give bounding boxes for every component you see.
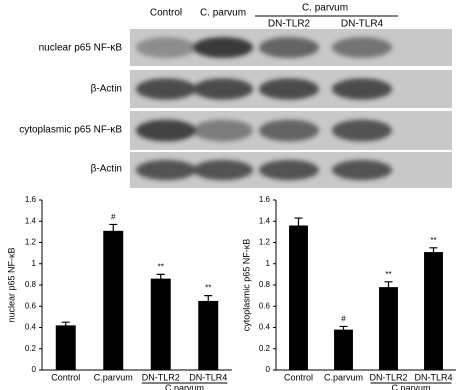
blot-band: [332, 119, 392, 142]
y-axis-title: cytoplasmic p65 NF-κB: [241, 239, 251, 332]
blot-band: [193, 119, 253, 142]
bar: [55, 325, 76, 370]
y-axis-title: nuclear p65 NF-κB: [6, 247, 16, 322]
group-label: C.parvum: [391, 383, 430, 390]
y-tick-label: 0.6: [259, 301, 271, 310]
blot-band: [259, 37, 319, 58]
y-tick-label: 0.6: [25, 301, 37, 310]
y-tick-label: 1.6: [259, 195, 271, 204]
y-tick-label: 0.4: [25, 323, 37, 332]
error-bar: [109, 223, 118, 238]
error-bar: [204, 295, 213, 307]
blot-band: [136, 159, 196, 181]
x-tick-label: DN-TLR2: [369, 372, 407, 382]
blot-panel: Control C. parvum C. parvum DN-TLR2 DN-T…: [19, 3, 452, 188]
blot-band: [332, 78, 392, 100]
blot-band: [259, 159, 319, 181]
error-bar: [294, 217, 303, 233]
x-tick-label: DN-TLR4: [414, 372, 452, 382]
significance-label: **: [158, 262, 164, 271]
y-tick-label: 1.6: [25, 195, 37, 204]
bar: [150, 278, 171, 370]
y-tick-label: 1.4: [259, 216, 271, 225]
y-tick-label: 0.2: [25, 344, 37, 353]
x-tick-label: DN-TLR2: [142, 372, 180, 382]
bar: [103, 230, 124, 370]
blot-band: [136, 37, 196, 58]
x-tick-label: Control: [51, 372, 80, 382]
bar: [289, 225, 308, 370]
lane-label: DN-TLR4: [341, 19, 384, 30]
charts: nuclear p65 NF-κB 0 0.2 0.4 0.6 0.8 1 1.2 1.4 1.6…: [6, 195, 456, 390]
bar: [198, 300, 219, 370]
blot-band: [259, 78, 319, 100]
group-label: C. parvum: [302, 3, 348, 14]
y-tick-label: 1: [266, 259, 271, 268]
group-label: C.parvum: [165, 383, 204, 390]
error-bar: [156, 273, 165, 283]
y-tick-label: 1.2: [259, 238, 271, 247]
y-tick-label: 1.4: [25, 216, 37, 225]
blot-band: [193, 159, 253, 181]
x-tick-label: DN-TLR4: [189, 372, 227, 382]
significance-label: **: [385, 270, 391, 279]
x-tick-label: Control: [284, 372, 313, 382]
blot-band: [332, 159, 392, 181]
row-label: nuclear p65 NF-κB: [39, 43, 123, 54]
row-label: β-Actin: [91, 84, 122, 95]
blot-band: [259, 119, 319, 142]
significance-label: #: [111, 213, 116, 222]
error-bar: [339, 325, 348, 333]
y-tick-label: 0.4: [259, 323, 271, 332]
bar: [334, 329, 353, 370]
error-bar: [384, 281, 393, 293]
row-label: β-Actin: [91, 164, 122, 175]
lane-label: Control: [150, 8, 182, 19]
significance-label: **: [205, 284, 211, 293]
significance-label: **: [430, 236, 436, 245]
y-tick-label: 1.2: [25, 238, 37, 247]
bar: [379, 287, 398, 370]
error-bar: [61, 321, 70, 329]
blot-band: [193, 78, 253, 100]
y-tick-label: 0.8: [25, 280, 37, 289]
lane-label: C. parvum: [200, 8, 246, 19]
error-bar: [429, 247, 438, 257]
x-tick-label: C.parvum: [324, 372, 363, 382]
x-tick-label: C.parvum: [94, 372, 133, 382]
blot-band: [193, 37, 253, 58]
y-tick-label: 0.8: [259, 280, 271, 289]
significance-label: #: [341, 315, 346, 324]
blot-band: [136, 78, 196, 100]
blot-band: [136, 119, 196, 142]
row-label: cytoplasmic p65 NF-κB: [19, 125, 122, 136]
y-tick-label: 0.2: [259, 344, 271, 353]
blot-strips: [130, 29, 452, 188]
y-tick-label: 0: [266, 365, 271, 374]
y-tick-label: 1: [32, 259, 37, 268]
bar: [424, 252, 443, 370]
blot-band: [332, 37, 392, 58]
lane-label: DN-TLR2: [268, 19, 311, 30]
y-tick-label: 0: [32, 365, 37, 374]
